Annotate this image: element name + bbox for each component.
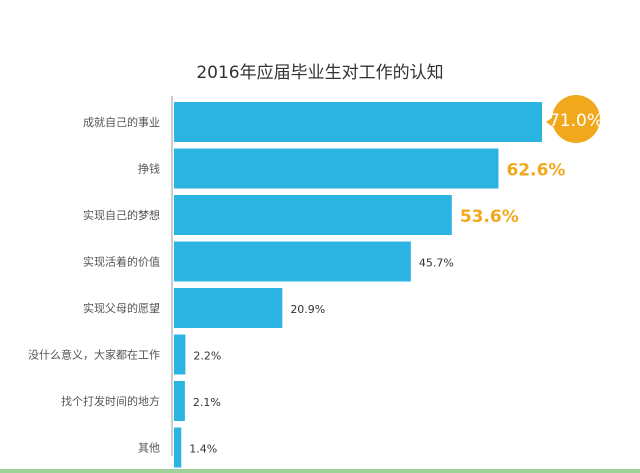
bar — [174, 195, 452, 235]
value-label: 71.0% — [549, 111, 603, 131]
category-label: 挣钱 — [138, 162, 160, 176]
category-label: 找个打发时间的地方 — [61, 394, 160, 408]
category-label: 实现活着的价值 — [83, 255, 160, 269]
category-label: 实现自己的梦想 — [83, 208, 160, 222]
value-label: 53.6% — [460, 207, 519, 227]
chart-title: 2016年应届毕业生对工作的认知 — [196, 63, 443, 83]
category-label: 没什么意义，大家都在工作 — [28, 348, 160, 362]
bar — [174, 148, 499, 189]
bar — [174, 381, 185, 421]
bar — [174, 241, 411, 282]
value-bubble — [552, 95, 600, 143]
value-label: 45.7% — [419, 257, 454, 270]
bar — [174, 334, 186, 375]
category-label: 其他 — [138, 442, 160, 455]
value-label: 2.1% — [193, 396, 221, 409]
category-label: 实现父母的愿望 — [83, 301, 160, 315]
bars-layer: 成就自己的事业 71.0% 挣钱 62.6% 实现自己的梦想 53.6% 实现活着的价值 45… — [28, 95, 603, 468]
value-label: 62.6% — [506, 161, 565, 181]
value-label: 2.2% — [193, 350, 221, 363]
category-label: 成就自己的事业 — [83, 115, 160, 129]
bar — [174, 102, 542, 142]
bar — [174, 427, 182, 468]
bottom-rule — [0, 469, 640, 473]
bar — [174, 288, 283, 328]
value-label: 20.9% — [290, 303, 325, 316]
value-label: 1.4% — [189, 443, 217, 456]
